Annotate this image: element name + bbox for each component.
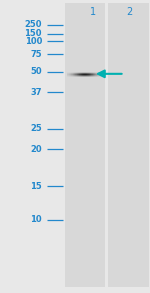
Text: 20: 20 (30, 145, 42, 154)
Text: 37: 37 (30, 88, 42, 97)
Text: 150: 150 (24, 29, 42, 38)
Text: 10: 10 (30, 215, 42, 224)
Text: 250: 250 (24, 21, 42, 29)
Text: 50: 50 (30, 67, 42, 76)
Text: 15: 15 (30, 182, 42, 190)
Text: 1: 1 (90, 7, 96, 17)
Bar (108, 3, 148, 287)
Text: 25: 25 (30, 125, 42, 133)
Text: 100: 100 (25, 37, 42, 45)
Text: 2: 2 (127, 7, 133, 17)
Bar (64, 3, 105, 287)
Text: 75: 75 (30, 50, 42, 59)
